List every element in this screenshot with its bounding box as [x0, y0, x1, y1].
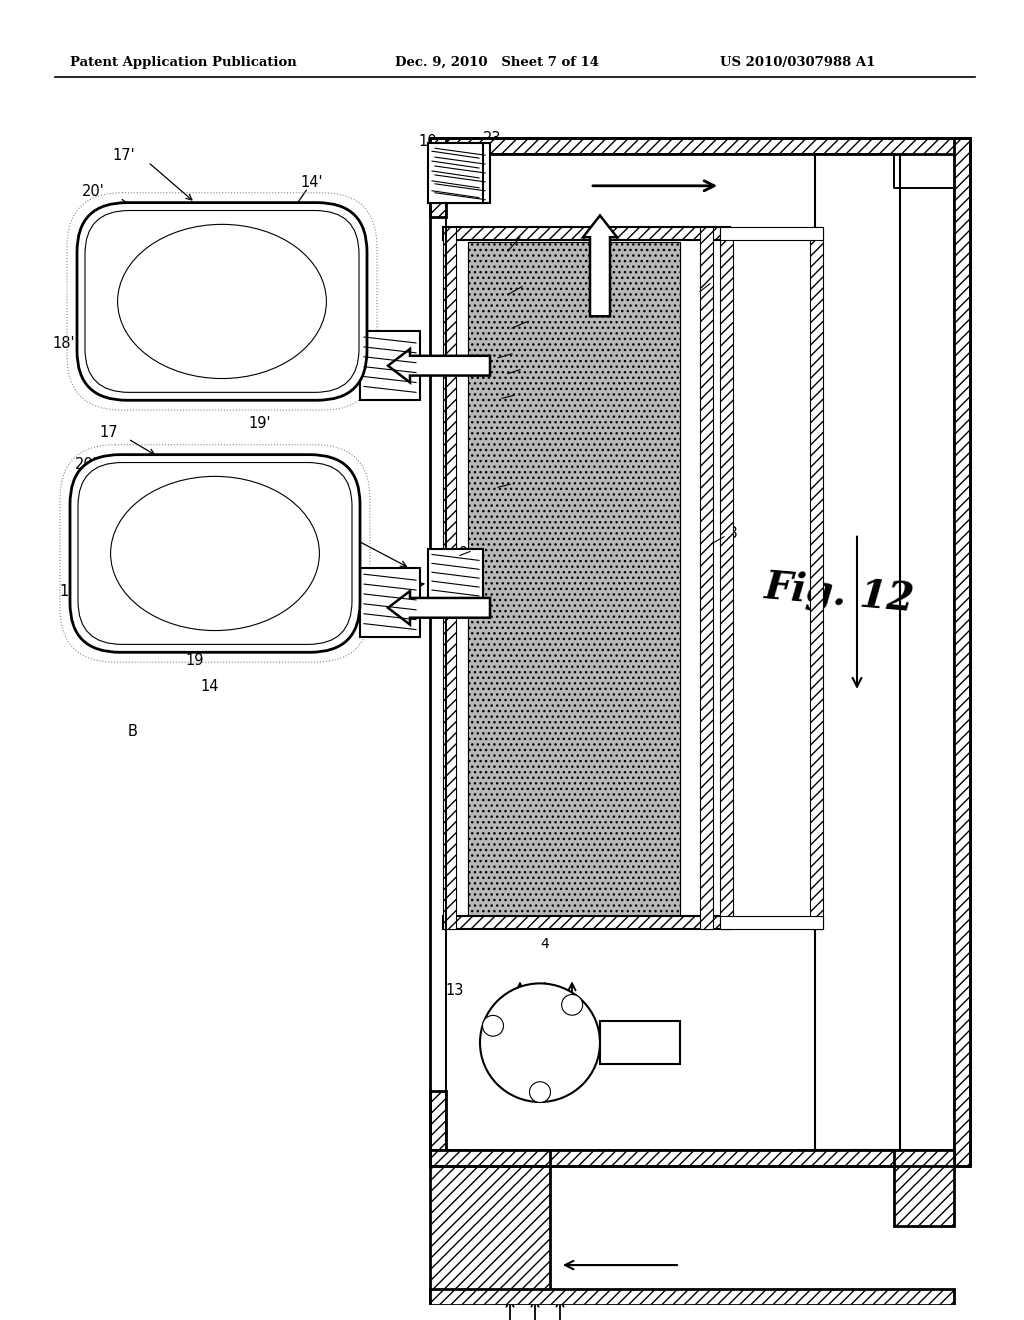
Polygon shape [894, 1151, 954, 1225]
Polygon shape [430, 1167, 550, 1304]
Text: 17': 17' [113, 148, 135, 162]
Text: 7: 7 [705, 275, 715, 289]
Text: 10: 10 [419, 133, 437, 149]
Polygon shape [810, 227, 823, 929]
Polygon shape [430, 1151, 550, 1167]
Polygon shape [468, 242, 680, 919]
FancyArrow shape [388, 348, 490, 383]
Polygon shape [360, 331, 420, 400]
FancyArrow shape [583, 215, 617, 317]
Text: 14': 14' [300, 176, 323, 190]
Text: 21': 21' [211, 294, 233, 309]
Text: 19: 19 [185, 652, 204, 668]
Text: US 2010/0307988 A1: US 2010/0307988 A1 [720, 55, 876, 69]
Text: 11: 11 [365, 583, 384, 598]
Text: 5: 5 [492, 242, 502, 256]
Circle shape [529, 1081, 551, 1102]
Text: 4: 4 [541, 937, 549, 950]
Polygon shape [430, 1092, 446, 1151]
Circle shape [480, 983, 600, 1102]
Polygon shape [430, 139, 446, 218]
Text: 2: 2 [508, 317, 517, 331]
Polygon shape [430, 139, 970, 154]
Text: 20': 20' [82, 185, 105, 199]
Polygon shape [443, 227, 730, 240]
Polygon shape [720, 227, 823, 240]
Polygon shape [700, 227, 713, 929]
Text: 1: 1 [504, 363, 513, 378]
Polygon shape [954, 139, 970, 1167]
Text: 13: 13 [445, 983, 464, 998]
Text: 17: 17 [99, 425, 118, 441]
Text: B: B [128, 723, 138, 739]
Text: 35: 35 [494, 346, 512, 362]
Text: Dec. 9, 2010   Sheet 7 of 14: Dec. 9, 2010 Sheet 7 of 14 [395, 55, 599, 69]
Polygon shape [443, 227, 456, 929]
Text: 12: 12 [446, 162, 465, 177]
Polygon shape [468, 242, 680, 919]
FancyBboxPatch shape [77, 202, 367, 400]
Text: 19': 19' [248, 416, 270, 430]
Text: Patent Application Publication: Patent Application Publication [70, 55, 297, 69]
Polygon shape [355, 593, 360, 612]
Text: 9: 9 [458, 546, 467, 561]
Text: 3: 3 [498, 388, 507, 403]
Polygon shape [430, 144, 490, 202]
Polygon shape [355, 356, 360, 376]
Text: 28: 28 [720, 527, 738, 541]
Polygon shape [600, 1020, 680, 1064]
Text: 20': 20' [75, 457, 98, 473]
Text: Fig. 12: Fig. 12 [763, 568, 916, 619]
Text: 34: 34 [498, 284, 516, 300]
Polygon shape [720, 227, 733, 929]
Text: 21: 21 [206, 546, 224, 561]
Polygon shape [428, 549, 483, 603]
FancyArrow shape [388, 591, 490, 624]
Polygon shape [430, 1151, 910, 1167]
Text: 23: 23 [483, 131, 502, 147]
Text: 6: 6 [494, 477, 503, 492]
Text: 18: 18 [59, 583, 78, 598]
Polygon shape [360, 569, 420, 638]
Text: 14: 14 [200, 680, 218, 694]
Polygon shape [443, 916, 730, 929]
Text: 18': 18' [52, 337, 75, 351]
Circle shape [482, 1015, 504, 1036]
Polygon shape [815, 154, 900, 1151]
Text: 29: 29 [324, 527, 342, 541]
Text: 30: 30 [324, 374, 342, 388]
Circle shape [561, 994, 583, 1015]
Polygon shape [430, 1288, 954, 1304]
Polygon shape [428, 144, 483, 202]
FancyBboxPatch shape [70, 454, 360, 652]
Polygon shape [720, 916, 823, 929]
Polygon shape [446, 154, 894, 227]
